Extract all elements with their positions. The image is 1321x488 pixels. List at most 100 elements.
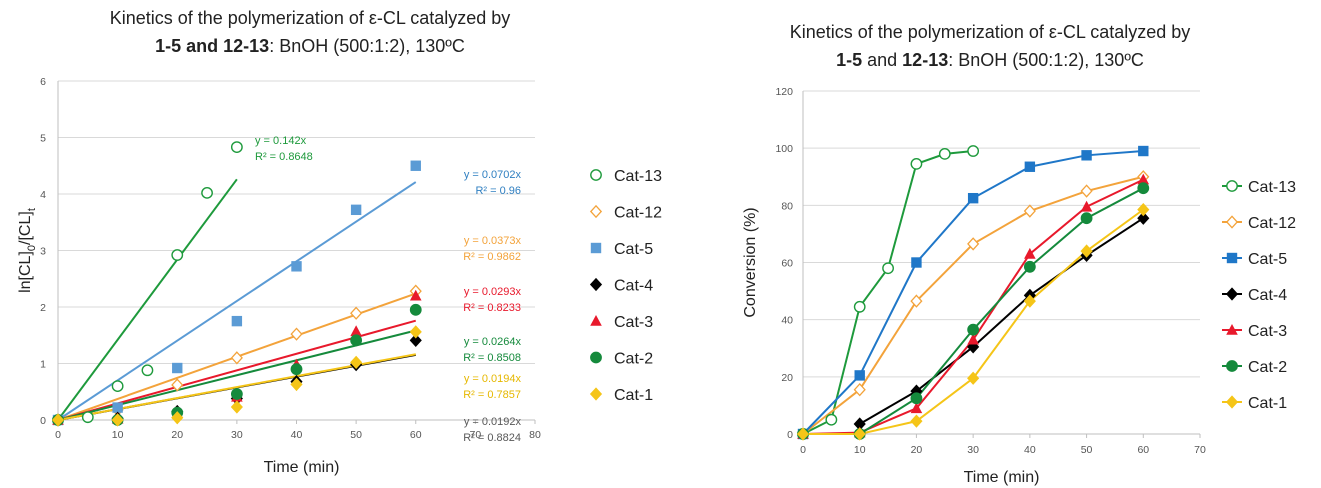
right-title-rest: : BnOH (500:1:2), 130ºC — [948, 50, 1144, 70]
right-data-point — [967, 145, 980, 157]
right-x-tick-label: 0 — [800, 444, 806, 456]
left-data-point — [171, 378, 184, 392]
left-legend-marker — [590, 315, 602, 326]
left-data-point — [290, 377, 303, 392]
right-data-point — [1137, 202, 1150, 217]
right-data-point — [1080, 244, 1093, 258]
right-legend-marker — [1225, 215, 1239, 229]
right-y-axis-label: Conversion (%) — [742, 207, 759, 317]
left-x-tick-label: 40 — [291, 429, 303, 441]
left-data-point — [409, 325, 422, 339]
left-data-point — [230, 388, 243, 400]
left-trend-equation: y = 0.0702x — [464, 169, 522, 181]
right-data-point — [910, 392, 923, 405]
left-x-tick-label: 60 — [410, 429, 422, 441]
left-title-rest: : BnOH (500:1:2), 130ºC — [269, 36, 465, 56]
right-data-point — [853, 427, 866, 441]
right-legend-marker — [1225, 395, 1239, 409]
left-data-point — [51, 413, 65, 427]
left-data-point — [230, 351, 243, 365]
left-x-tick-label: 50 — [350, 429, 362, 441]
left-data-point — [231, 315, 243, 327]
left-legend-label: Cat-1 — [614, 387, 653, 404]
right-data-point — [1138, 145, 1149, 157]
right-x-tick-label: 10 — [854, 444, 866, 456]
left-trend-equation: y = 0.142x — [255, 135, 307, 147]
right-data-point — [853, 383, 866, 397]
left-data-point — [350, 204, 362, 216]
left-data-point — [350, 334, 363, 347]
right-data-point — [1080, 212, 1093, 225]
left-data-point — [201, 186, 213, 199]
left-legend-label: Cat-4 — [614, 278, 653, 295]
left-trend-r2: R² = 0.8508 — [463, 352, 521, 364]
left-trend-equation: y = 0.0192x — [464, 416, 522, 428]
left-data-point — [111, 380, 124, 392]
left-data-point — [409, 303, 422, 316]
right-data-point — [1024, 161, 1036, 172]
left-x-tick-label: 0 — [55, 429, 61, 441]
left-data-point — [350, 355, 363, 370]
right-title-line1: Kinetics of the polymerization of ε-CL c… — [789, 22, 1191, 42]
right-data-point — [1024, 247, 1036, 259]
right-data-point — [910, 414, 923, 428]
left-legend-marker — [589, 277, 603, 292]
right-data-point — [967, 323, 980, 336]
right-legend-label: Cat-5 — [1248, 251, 1287, 268]
right-legend-marker — [1225, 287, 1239, 301]
left-x-tick-label: 80 — [529, 429, 541, 441]
right-legend-label: Cat-3 — [1248, 323, 1287, 340]
right-y-tick-label: 20 — [781, 372, 793, 384]
left-legend-label: Cat-12 — [614, 205, 662, 222]
left-data-point — [350, 325, 362, 337]
left-data-point — [290, 363, 303, 376]
right-data-point — [825, 413, 838, 426]
right-legend-marker — [1226, 252, 1238, 264]
left-y-tick-label: 1 — [40, 359, 46, 371]
left-legend-label: Cat-3 — [614, 314, 653, 331]
left-legend-marker — [590, 242, 602, 254]
left-data-point — [172, 362, 183, 374]
right-series-line-cat-13 — [802, 150, 974, 435]
right-y-tick-label: 60 — [781, 258, 793, 270]
left-y-tick-label: 2 — [40, 302, 46, 314]
left-y-tick-label: 5 — [40, 133, 46, 145]
right-x-tick-label: 40 — [1024, 444, 1036, 456]
right-data-point — [1081, 150, 1092, 161]
right-y-tick-label: 120 — [775, 86, 793, 98]
left-trend-r2: R² = 0.8233 — [463, 302, 521, 314]
right-data-point — [1080, 200, 1093, 212]
right-data-point — [910, 157, 923, 170]
right-data-point — [911, 257, 922, 268]
right-data-point — [967, 371, 980, 385]
left-trend-equation: y = 0.0373x — [464, 235, 522, 247]
left-data-point — [111, 413, 124, 427]
right-data-point — [1023, 260, 1036, 273]
right-title-bold-b: 12-13 — [902, 50, 949, 70]
right-x-tick-label: 50 — [1081, 444, 1093, 456]
right-legend-marker — [1226, 360, 1238, 372]
right-legend-label: Cat-1 — [1248, 395, 1287, 412]
right-data-point — [938, 147, 951, 160]
right-data-point — [967, 333, 979, 345]
left-data-point — [291, 261, 302, 272]
right-series-line-cat-2 — [803, 187, 1144, 435]
left-y-tick-label: 4 — [40, 189, 46, 201]
right-data-point — [967, 237, 980, 251]
left-legend-label: Cat-2 — [614, 351, 653, 368]
left-series-cat-1 — [51, 325, 422, 427]
right-y-tick-label: 80 — [781, 200, 793, 212]
left-data-point — [409, 333, 422, 347]
left-trend-r2: R² = 0.7857 — [463, 389, 521, 401]
left-series-cat-13 — [52, 141, 243, 426]
left-data-point — [81, 411, 94, 424]
right-series-cat-5 — [797, 145, 1149, 440]
left-series-cat-5 — [52, 160, 421, 426]
left-data-point — [409, 289, 422, 301]
left-title-bold: 1-5 and 12-13 — [155, 36, 270, 56]
left-trend-equation: y = 0.0194x — [464, 373, 522, 385]
left-data-point — [410, 160, 421, 171]
left-trend-equation: y = 0.0264x — [464, 336, 522, 348]
left-legend-marker — [590, 351, 602, 364]
